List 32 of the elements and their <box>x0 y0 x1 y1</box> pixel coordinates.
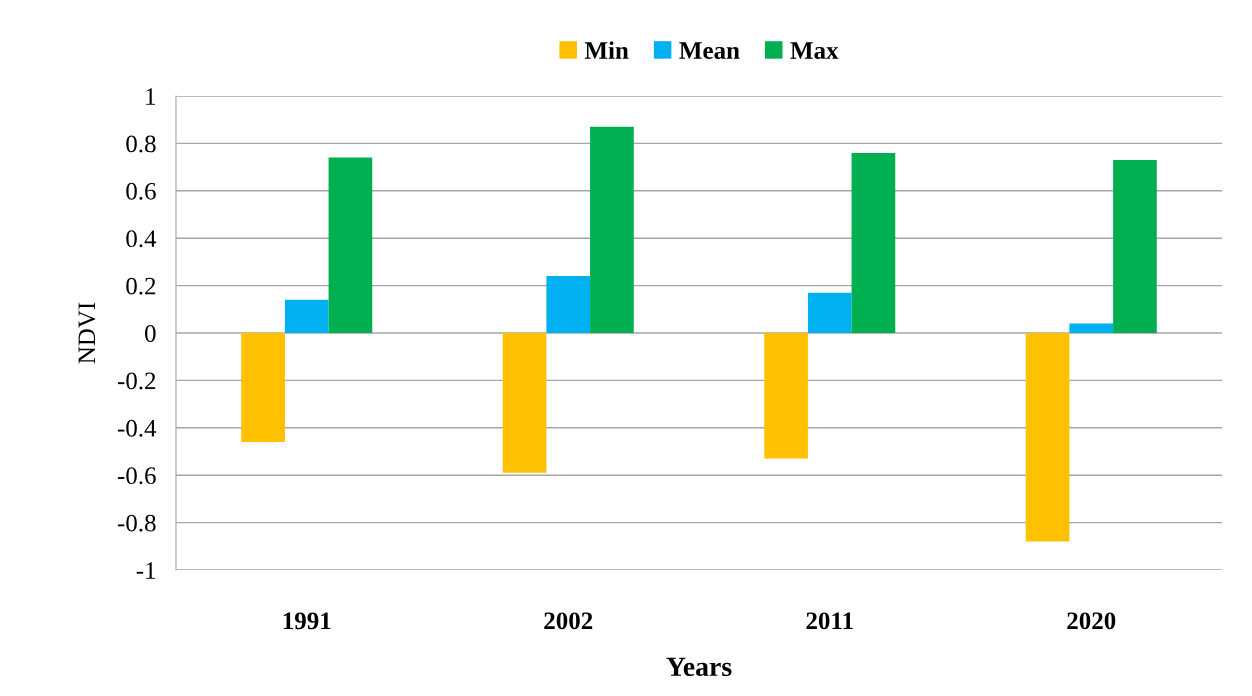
y-tick-label: 0.8 <box>126 135 156 153</box>
y-tick-label: 0 <box>145 325 156 342</box>
y-tick-label: 0.4 <box>126 230 157 248</box>
y-tick-label: 1 <box>146 88 156 105</box>
y-tick-label: 0.6 <box>126 182 156 200</box>
bar <box>546 276 591 333</box>
bar <box>1113 159 1157 333</box>
legend-label: Max <box>790 42 839 59</box>
bar <box>241 333 285 443</box>
bar <box>590 126 634 333</box>
legend-label: Min <box>584 41 629 59</box>
bar <box>284 299 329 333</box>
y-tick-label: -0.4 <box>117 419 157 437</box>
bar <box>764 333 808 459</box>
y-tick-label: -0.2 <box>117 372 156 390</box>
bar <box>807 292 852 333</box>
x-tick-label: 2011 <box>806 612 853 630</box>
bar <box>1025 333 1070 542</box>
x-tick-label: 2002 <box>544 612 593 630</box>
y-tick-label: -0.8 <box>117 514 156 532</box>
legend-label: Mean <box>679 42 740 59</box>
y-tick-label: 0.2 <box>126 277 156 295</box>
bar <box>502 333 547 473</box>
bar <box>1069 323 1114 333</box>
bar <box>328 157 373 333</box>
bar <box>851 152 896 333</box>
x-tick-label: 2020 <box>1067 612 1116 630</box>
x-axis-title: Years <box>666 657 732 677</box>
x-tick-label: 1991 <box>283 612 331 630</box>
y-axis-title: NDVI <box>78 302 96 364</box>
y-tick-label: -0.6 <box>117 467 156 485</box>
y-tick-label: -1 <box>136 562 156 579</box>
